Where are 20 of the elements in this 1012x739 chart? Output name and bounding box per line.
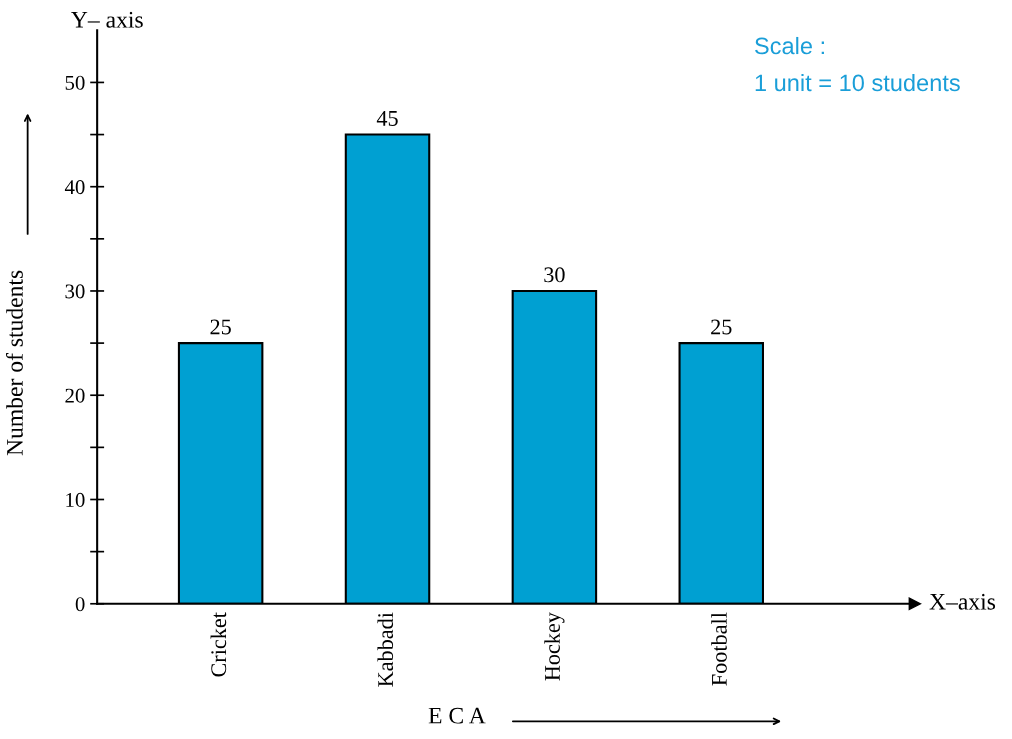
x-tick-label: Kabbadi: [377, 612, 394, 687]
text: X–axis: [929, 593, 996, 610]
x-tick-label: Hockey: [544, 612, 565, 681]
data-label: 25: [711, 319, 732, 335]
text: Y– axis: [71, 11, 143, 28]
y-tick-label: 10: [66, 492, 85, 507]
x-axis-title: E C A: [428, 707, 486, 724]
y-tick-label: 30: [65, 284, 85, 299]
y-tick-label: 40: [64, 180, 85, 195]
y-axis-title: Number of students: [6, 270, 23, 456]
annotation: 1 unit = 10 students: [755, 73, 960, 92]
annotation: Scale :: [755, 36, 824, 55]
y-tick-label: 20: [65, 388, 85, 403]
data-label: 30: [544, 267, 565, 283]
x-tick-label: Cricket: [210, 612, 227, 677]
y-tick-label: 50: [65, 75, 85, 90]
x-tick-label: Football: [711, 612, 727, 686]
y-tick-label: 0: [75, 597, 85, 612]
data-label: 45: [376, 111, 398, 126]
data-label: 25: [210, 319, 231, 335]
